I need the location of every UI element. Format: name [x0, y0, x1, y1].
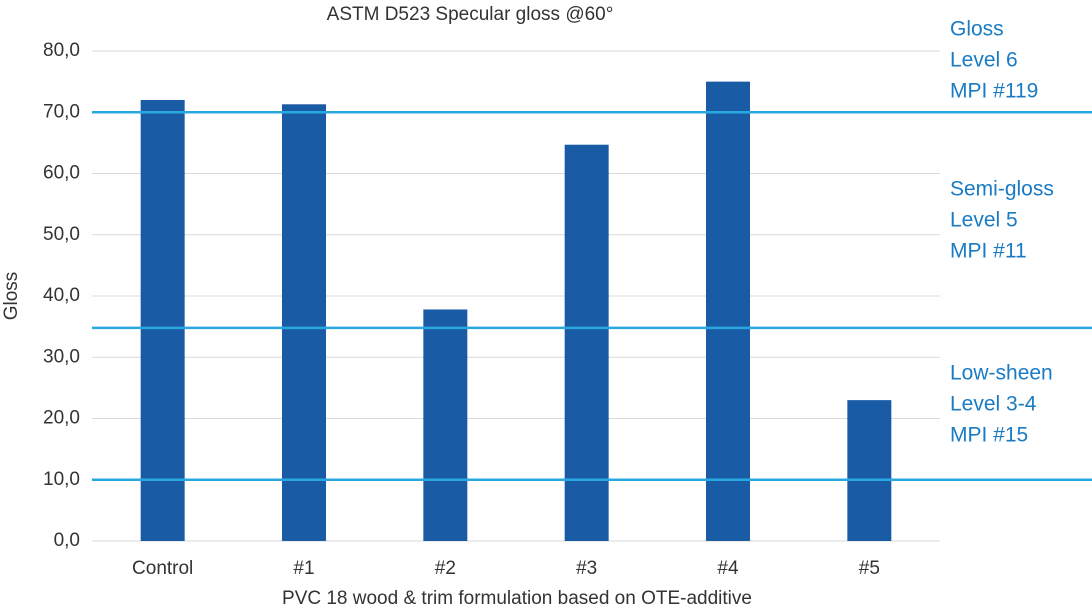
y-tick-label: 40,0: [43, 285, 80, 306]
y-tick-label: 60,0: [43, 163, 80, 184]
annotation: Low-sheen: [950, 362, 1053, 385]
x-axis-label: PVC 18 wood & trim formulation based on …: [282, 588, 752, 609]
bar: [706, 81, 750, 541]
y-tick-label: 10,0: [43, 469, 80, 490]
y-tick-label: 20,0: [43, 408, 80, 429]
x-tick-label: Control: [132, 558, 193, 579]
annotation: Level 5: [950, 209, 1018, 232]
bar: [423, 309, 468, 541]
x-tick-label: #5: [859, 558, 880, 579]
y-tick-label: 30,0: [43, 346, 80, 367]
annotation: Gloss: [950, 18, 1004, 41]
y-axis-label: Gloss: [1, 272, 22, 321]
annotation: MPI #15: [950, 424, 1028, 447]
bar: [282, 104, 326, 541]
annotation: Level 6: [950, 49, 1018, 72]
bar: [847, 400, 892, 541]
annotation: MPI #11: [950, 240, 1027, 263]
y-tick-label: 0,0: [54, 530, 80, 551]
chart-title: ASTM D523 Specular gloss @60°: [327, 4, 614, 25]
annotation: MPI #119: [950, 80, 1038, 103]
annotation: Level 3-4: [950, 393, 1037, 416]
annotation: Semi-gloss: [950, 178, 1054, 201]
y-tick-label: 70,0: [43, 101, 80, 122]
x-tick-label: #4: [717, 558, 739, 579]
x-tick-label: #2: [435, 558, 456, 579]
bar: [140, 100, 185, 541]
x-tick-label: #3: [576, 558, 597, 579]
x-tick-label: #1: [293, 558, 314, 579]
y-tick-label: 50,0: [43, 224, 80, 245]
bar: [564, 144, 609, 541]
y-tick-label: 80,0: [43, 40, 80, 61]
